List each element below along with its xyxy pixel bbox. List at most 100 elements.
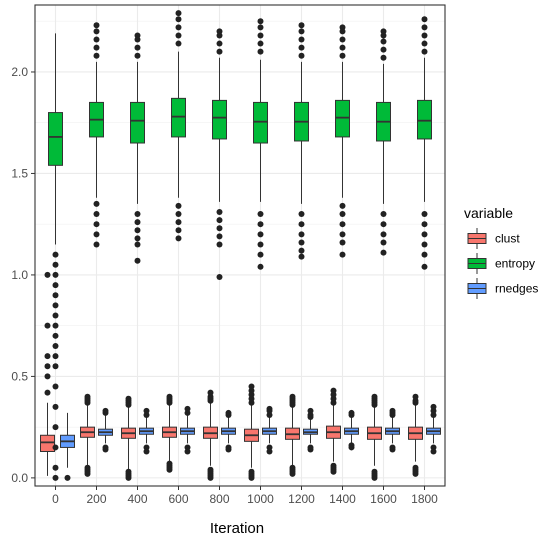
outlier-point bbox=[134, 211, 141, 218]
outlier-point bbox=[175, 227, 182, 234]
outlier-point bbox=[84, 393, 91, 400]
outlier-point bbox=[216, 28, 223, 35]
y-tick-label: 0.0 bbox=[11, 471, 28, 485]
outlier-point bbox=[380, 54, 387, 61]
entropy-box bbox=[294, 22, 309, 260]
x-tick-label: 1400 bbox=[329, 492, 356, 506]
outlier-point bbox=[44, 271, 51, 278]
x-tick-label: 200 bbox=[86, 492, 106, 506]
outlier-point bbox=[52, 271, 59, 278]
outlier-point bbox=[330, 387, 337, 394]
entropy-box bbox=[253, 18, 268, 270]
outlier-point bbox=[298, 44, 305, 51]
outlier-point bbox=[266, 405, 273, 412]
legend-item-rnedges: rnedges bbox=[465, 276, 538, 301]
outlier-point bbox=[421, 251, 428, 258]
outlier-point bbox=[257, 231, 264, 238]
x-tick-label: 1200 bbox=[288, 492, 315, 506]
entropy-box bbox=[89, 22, 104, 248]
box-iqr bbox=[335, 99, 350, 138]
clust-box bbox=[80, 393, 95, 477]
outlier-point bbox=[380, 211, 387, 218]
x-tick-label: 1600 bbox=[370, 492, 397, 506]
y-tick-label: 1.0 bbox=[11, 268, 28, 282]
rnedges-box bbox=[180, 405, 195, 455]
entropy-box bbox=[171, 10, 186, 242]
outlier-point bbox=[430, 444, 437, 451]
outlier-point bbox=[102, 444, 109, 451]
box-iqr bbox=[40, 434, 55, 452]
outlier-point bbox=[289, 464, 296, 471]
outlier-point bbox=[339, 211, 346, 218]
y-axis: 0.0 0.5 1.0 1.5 2.0 bbox=[11, 65, 35, 485]
outlier-point bbox=[52, 363, 59, 370]
outlier-point bbox=[298, 231, 305, 238]
clust-box bbox=[408, 393, 423, 477]
outlier-point bbox=[175, 40, 182, 47]
outlier-point bbox=[44, 363, 51, 370]
legend-item-entropy: entropy bbox=[465, 251, 535, 276]
entropy-box bbox=[417, 16, 432, 270]
rnedges-box bbox=[221, 409, 236, 453]
outlier-point bbox=[52, 464, 59, 471]
outlier-point bbox=[348, 442, 355, 449]
x-tick-label: 1800 bbox=[411, 492, 438, 506]
outlier-point bbox=[166, 393, 173, 400]
outlier-point bbox=[289, 393, 296, 400]
outlier-point bbox=[93, 221, 100, 228]
plot-border bbox=[34, 4, 446, 487]
legend-label: rnedges bbox=[495, 282, 538, 296]
outlier-point bbox=[52, 332, 59, 339]
outlier-point bbox=[216, 233, 223, 240]
outlier-point bbox=[52, 261, 59, 268]
outlier-point bbox=[421, 24, 428, 31]
outlier-point bbox=[257, 251, 264, 258]
x-axis: 0 200 400 600 800 1000 1200 1400 1600 1800 bbox=[52, 486, 438, 506]
box-iqr bbox=[212, 99, 227, 140]
outlier-point bbox=[52, 444, 59, 451]
outlier-point bbox=[52, 342, 59, 349]
outlier-point bbox=[216, 241, 223, 248]
x-tick-label: 400 bbox=[127, 492, 147, 506]
outlier-point bbox=[389, 407, 396, 414]
clust-box bbox=[244, 383, 259, 481]
outlier-point bbox=[257, 18, 264, 25]
box-iqr bbox=[130, 101, 145, 144]
outlier-point bbox=[266, 444, 273, 451]
entropy-box bbox=[48, 33, 63, 481]
outlier-point bbox=[371, 393, 378, 400]
outlier-point bbox=[134, 44, 141, 51]
outlier-point bbox=[175, 16, 182, 23]
outlier-point bbox=[93, 241, 100, 248]
outlier-point bbox=[298, 239, 305, 246]
outlier-point bbox=[380, 249, 387, 256]
legend: variable clust entropy rnedges bbox=[464, 205, 538, 301]
outlier-point bbox=[380, 239, 387, 246]
entropy-box bbox=[130, 32, 145, 264]
outlier-point bbox=[52, 403, 59, 410]
outlier-point bbox=[298, 52, 305, 59]
outlier-point bbox=[143, 407, 150, 414]
outlier-point bbox=[348, 409, 355, 416]
outlier-point bbox=[52, 292, 59, 299]
rnedges-box bbox=[426, 403, 441, 455]
clust-box bbox=[367, 393, 382, 481]
outlier-point bbox=[134, 257, 141, 264]
outlier-point bbox=[52, 353, 59, 360]
outlier-point bbox=[248, 468, 255, 475]
outlier-point bbox=[339, 44, 346, 51]
outlier-point bbox=[257, 48, 264, 55]
outlier-point bbox=[421, 16, 428, 23]
outlier-point bbox=[134, 219, 141, 226]
outlier-point bbox=[216, 217, 223, 224]
entropy-box bbox=[376, 28, 391, 256]
outlier-point bbox=[298, 221, 305, 228]
outlier-point bbox=[339, 221, 346, 228]
outlier-point bbox=[380, 46, 387, 53]
outlier-point bbox=[44, 389, 51, 396]
outlier-point bbox=[93, 200, 100, 207]
outlier-point bbox=[93, 28, 100, 35]
outlier-point bbox=[298, 247, 305, 254]
outlier-point bbox=[298, 28, 305, 35]
outlier-point bbox=[421, 263, 428, 270]
